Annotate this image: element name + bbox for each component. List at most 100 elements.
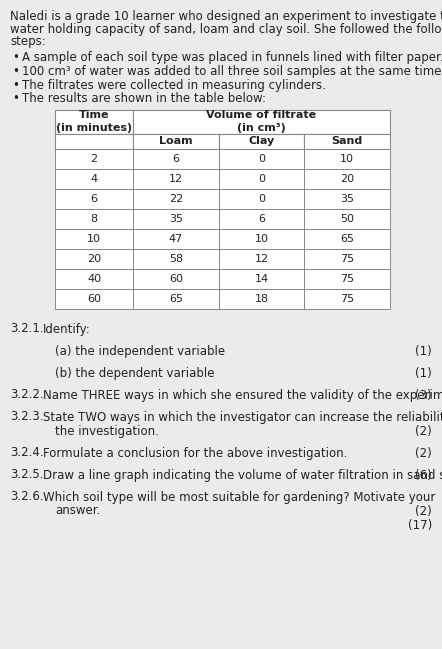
Bar	[305, 249, 390, 269]
Text: •: •	[12, 92, 19, 105]
Text: 3.2.4.: 3.2.4.	[10, 447, 44, 459]
Text: 58: 58	[169, 254, 183, 263]
Text: 35: 35	[169, 214, 183, 223]
Bar	[305, 289, 390, 308]
Text: (17): (17)	[408, 519, 432, 532]
Text: 60: 60	[169, 273, 183, 284]
Text: 40: 40	[87, 273, 101, 284]
Bar	[219, 169, 305, 188]
Bar	[219, 289, 305, 308]
Text: 75: 75	[340, 254, 354, 263]
Text: 75: 75	[340, 293, 354, 304]
Text: Naledi is a grade 10 learner who designed an experiment to investigate the: Naledi is a grade 10 learner who designe…	[10, 10, 442, 23]
Bar	[219, 134, 305, 149]
Bar	[55, 149, 133, 169]
Text: (2): (2)	[415, 504, 432, 517]
Text: 12: 12	[255, 254, 269, 263]
Text: 3.2.6.: 3.2.6.	[10, 491, 44, 504]
Text: (b) the dependent variable: (b) the dependent variable	[55, 367, 214, 380]
Text: 6: 6	[258, 214, 265, 223]
Bar	[219, 249, 305, 269]
Text: Draw a line graph indicating the volume of water filtration in sand soil.: Draw a line graph indicating the volume …	[43, 469, 442, 482]
Text: 20: 20	[340, 173, 354, 184]
Text: Sand: Sand	[332, 136, 363, 146]
Text: (2): (2)	[415, 447, 432, 459]
Bar	[305, 149, 390, 169]
Text: Volume of filtrate
(in cm³): Volume of filtrate (in cm³)	[206, 110, 316, 132]
Text: 100 cm³ of water was added to all three soil samples at the same time.: 100 cm³ of water was added to all three …	[22, 65, 442, 78]
Text: 18: 18	[255, 293, 269, 304]
Text: 6: 6	[172, 154, 179, 164]
Bar	[133, 228, 219, 249]
Text: 4: 4	[91, 173, 98, 184]
Text: 65: 65	[169, 293, 183, 304]
Bar	[55, 188, 133, 208]
Text: 12: 12	[169, 173, 183, 184]
Bar	[55, 249, 133, 269]
Text: Name THREE ways in which she ensured the validity of the experiment.: Name THREE ways in which she ensured the…	[43, 389, 442, 402]
Text: State TWO ways in which the investigator can increase the reliability of: State TWO ways in which the investigator…	[43, 411, 442, 424]
Text: (1): (1)	[415, 367, 432, 380]
Bar	[55, 134, 133, 149]
Bar	[55, 289, 133, 308]
Text: 0: 0	[258, 193, 265, 204]
Text: Loam: Loam	[159, 136, 193, 146]
Text: (1): (1)	[415, 345, 432, 358]
Bar	[219, 149, 305, 169]
Text: (2): (2)	[415, 424, 432, 437]
Bar	[305, 269, 390, 289]
Bar	[219, 188, 305, 208]
Text: 60: 60	[87, 293, 101, 304]
Bar	[133, 208, 219, 228]
Text: 0: 0	[258, 173, 265, 184]
Text: water holding capacity of sand, loam and clay soil. She followed the following: water holding capacity of sand, loam and…	[10, 23, 442, 36]
Bar	[55, 110, 133, 134]
Text: •: •	[12, 79, 19, 92]
Text: Identify:: Identify:	[43, 323, 91, 336]
Text: the investigation.: the investigation.	[55, 424, 159, 437]
Text: Formulate a conclusion for the above investigation.: Formulate a conclusion for the above inv…	[43, 447, 347, 459]
Text: answer.: answer.	[55, 504, 100, 517]
Text: 65: 65	[340, 234, 354, 243]
Bar	[133, 269, 219, 289]
Bar	[133, 110, 390, 134]
Text: (3): (3)	[415, 389, 432, 402]
Bar	[55, 169, 133, 188]
Text: 2: 2	[91, 154, 98, 164]
Bar	[219, 228, 305, 249]
Bar	[133, 134, 219, 149]
Text: steps:: steps:	[10, 35, 46, 48]
Text: (6): (6)	[415, 469, 432, 482]
Text: 10: 10	[87, 234, 101, 243]
Text: Time
(in minutes): Time (in minutes)	[56, 110, 132, 132]
Text: 10: 10	[255, 234, 268, 243]
Bar	[305, 228, 390, 249]
Text: The filtrates were collected in measuring cylinders.: The filtrates were collected in measurin…	[22, 79, 326, 92]
Text: 6: 6	[91, 193, 98, 204]
Bar	[305, 169, 390, 188]
Text: 8: 8	[91, 214, 98, 223]
Text: •: •	[12, 65, 19, 78]
Text: •: •	[12, 51, 19, 64]
Text: 3.2.5.: 3.2.5.	[10, 469, 43, 482]
Text: 10: 10	[340, 154, 354, 164]
Bar	[55, 228, 133, 249]
Text: 14: 14	[255, 273, 269, 284]
Bar	[133, 188, 219, 208]
Bar	[219, 269, 305, 289]
Bar	[133, 289, 219, 308]
Text: 75: 75	[340, 273, 354, 284]
Bar	[133, 149, 219, 169]
Bar	[55, 110, 390, 308]
Text: A sample of each soil type was placed in funnels lined with filter paper.: A sample of each soil type was placed in…	[22, 51, 442, 64]
Text: Clay: Clay	[248, 136, 274, 146]
Bar	[305, 134, 390, 149]
Text: 35: 35	[340, 193, 354, 204]
Text: Which soil type will be most suitable for gardening? Motivate your: Which soil type will be most suitable fo…	[43, 491, 435, 504]
Text: 50: 50	[340, 214, 354, 223]
Text: 20: 20	[87, 254, 101, 263]
Text: 3.2.1.: 3.2.1.	[10, 323, 44, 336]
Bar	[133, 169, 219, 188]
Text: 22: 22	[169, 193, 183, 204]
Bar	[219, 208, 305, 228]
